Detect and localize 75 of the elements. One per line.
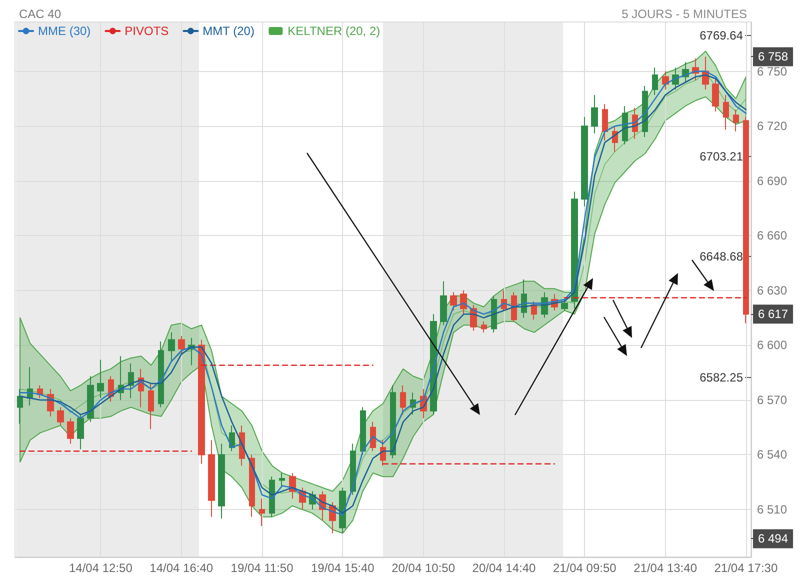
candlestick — [67, 418, 74, 444]
y2-tick-label: 6582.25 — [700, 370, 744, 385]
x-tick-label: 21/04 09:50 — [552, 561, 617, 575]
candlestick — [350, 443, 356, 496]
candlestick — [511, 292, 517, 322]
candlestick — [571, 191, 578, 310]
candlestick — [491, 295, 497, 333]
candlestick — [591, 94, 598, 134]
y2-tick-label: 6769.64 — [700, 28, 744, 42]
y2-tick-label: 6648.68 — [700, 249, 744, 264]
candlestick — [733, 109, 739, 132]
y-tick-label: 6 600 — [757, 338, 788, 352]
candlestick — [97, 359, 104, 399]
y3-tick-label: 6 494 — [758, 532, 788, 546]
candlestick — [531, 300, 537, 320]
candlestick — [712, 78, 719, 112]
y-tick-label: 6 510 — [757, 502, 788, 517]
chart-title: CAC 40 — [19, 7, 62, 21]
legend-label: MME (30) — [38, 24, 91, 38]
candlestick — [178, 336, 185, 355]
candlestick — [622, 105, 628, 145]
candlestick — [602, 104, 608, 142]
x-tick-label: 20/04 14:40 — [472, 561, 536, 575]
y-tick-label: 6 720 — [757, 119, 788, 134]
candlestick — [17, 388, 23, 424]
candlestick — [168, 332, 175, 362]
candlestick — [128, 362, 134, 399]
candlestick — [450, 292, 457, 311]
candlestick — [561, 299, 568, 311]
candlestick — [339, 487, 346, 534]
candlestick — [218, 443, 225, 520]
candlestick — [57, 406, 64, 426]
candlestick — [198, 339, 205, 464]
candlestick — [37, 384, 43, 399]
y3-tick-label: 6 758 — [758, 50, 788, 64]
y-tick-label: 6 540 — [757, 448, 788, 462]
candlestick — [481, 320, 487, 333]
candlestick — [370, 421, 376, 452]
x-tick-label: 21/04 17:30 — [714, 561, 778, 575]
x-tick-label: 14/04 12:50 — [68, 561, 133, 575]
y-tick-label: 6 570 — [757, 392, 788, 407]
legend-label: MMT (20) — [202, 24, 254, 38]
candlestick — [259, 498, 265, 526]
candlestick — [460, 290, 467, 315]
candlestick — [662, 70, 669, 90]
candlestick — [380, 440, 386, 466]
y-tick-label: 6 630 — [757, 283, 788, 298]
candlestick — [158, 341, 164, 408]
y3-tick-label: 6 617 — [758, 307, 788, 322]
candlestick — [581, 116, 588, 207]
candlestick — [249, 454, 255, 518]
x-tick-label: 14/04 16:40 — [150, 561, 214, 575]
legend-label: KELTNER (20, 2) — [288, 24, 380, 38]
x-tick-label: 19/04 15:40 — [310, 561, 375, 575]
candlestick — [400, 384, 406, 416]
candlestick — [87, 376, 94, 422]
y-tick-label: 6 660 — [757, 228, 788, 243]
candlestick — [77, 414, 84, 450]
y2-tick-label: 6703.21 — [700, 150, 744, 164]
candlestick — [208, 440, 215, 518]
candlestick — [642, 85, 648, 138]
candlestick — [279, 472, 285, 488]
x-tick-label: 19/04 11:50 — [230, 561, 294, 575]
candlestick — [269, 476, 275, 518]
candlestick — [440, 280, 447, 326]
legend-label: PIVOTS — [124, 24, 169, 38]
x-tick-label: 21/04 13:40 — [634, 561, 698, 575]
candlestick — [652, 67, 658, 96]
chart-subtitle: 5 JOURS - 5 MINUTES — [622, 7, 748, 21]
candlestick — [723, 94, 729, 130]
y-tick-label: 6 690 — [757, 174, 788, 188]
y-tick-label: 6 750 — [757, 64, 788, 78]
candlestick — [390, 384, 396, 459]
candlestick — [148, 383, 154, 430]
x-tick-label: 20/04 10:50 — [392, 561, 456, 575]
